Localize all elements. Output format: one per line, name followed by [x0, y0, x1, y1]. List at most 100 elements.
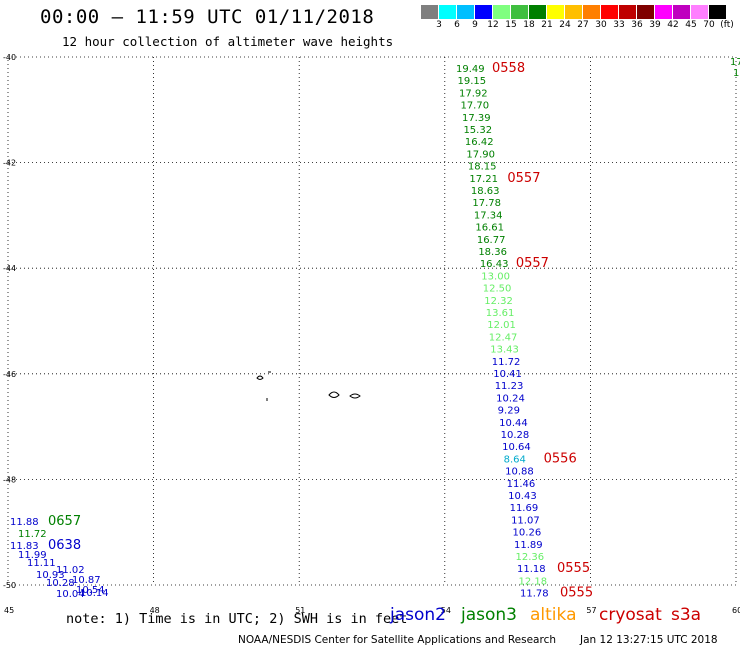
chart-title: 00:00 – 11:59 UTC 01/11/2018	[40, 6, 375, 28]
footer-credit: NOAA/NESDIS Center for Satellite Applica…	[238, 634, 556, 646]
track-value: 10.88	[505, 467, 534, 478]
track-value: 17.92	[459, 88, 488, 99]
scale-swatch	[511, 5, 529, 19]
track-value: 10.87	[72, 575, 101, 586]
track-value: 17.21	[469, 174, 498, 185]
coastline-islands	[256, 371, 361, 401]
scale-tick-label: 12	[487, 20, 499, 30]
track-value: 8.64	[504, 454, 526, 465]
track-value: 10.54	[76, 585, 105, 596]
pass-time-label: 0555	[560, 586, 593, 601]
scale-swatch	[619, 5, 637, 19]
track-east-values: 171	[730, 57, 740, 79]
scale-swatch	[655, 5, 673, 19]
scale-tick-label: 42	[667, 20, 679, 30]
legend-jason2: jason2	[390, 605, 446, 625]
scale-tick-label: 45	[685, 20, 697, 30]
scale-tick-label: 33	[613, 20, 625, 30]
scale-tick-label: 21	[541, 20, 553, 30]
latitude-label: -46	[3, 370, 16, 379]
track-value: 16.43	[480, 259, 509, 270]
track-value: 17.34	[474, 210, 503, 221]
pass-time-label: 0558	[492, 61, 525, 76]
track-value: 10.44	[499, 418, 528, 429]
track-value: 12.36	[516, 552, 545, 563]
scale-tick-label: 6	[454, 20, 460, 30]
track-value: 11.07	[511, 515, 540, 526]
track-value: 18.63	[471, 186, 500, 197]
track-value: 11.23	[495, 381, 524, 392]
scale-tick-label: 3	[436, 20, 442, 30]
track-value: 10.41	[493, 369, 522, 380]
track-value: 11.88	[10, 517, 39, 528]
scale-unit-label: (ft)	[720, 20, 734, 30]
scale-tick-label: 36	[631, 20, 643, 30]
track-value: 17.39	[462, 113, 491, 124]
scale-tick-label: 15	[505, 20, 517, 30]
track-value: 11.83	[10, 541, 39, 552]
pass-time-label: 0557	[516, 256, 549, 271]
scale-swatch	[547, 5, 565, 19]
track-value: 15.32	[463, 125, 492, 136]
track-value: 10.93	[36, 570, 65, 581]
scale-tick-label: 18	[523, 20, 535, 30]
footer-timestamp: Jan 12 13:27:15 UTC 2018	[580, 634, 718, 646]
track-value: 11.46	[507, 479, 536, 490]
longitude-label: 54	[441, 606, 451, 615]
scale-swatch	[439, 5, 457, 19]
color-scale-bar	[421, 5, 727, 19]
track-value: 12.01	[487, 320, 516, 331]
chart-subtitle: 12 hour collection of altimeter wave hei…	[62, 34, 394, 49]
track-value: 10.26	[513, 528, 542, 539]
scale-tick-label: 9	[472, 20, 478, 30]
scale-tick-label: 27	[577, 20, 589, 30]
track-value: 10.64	[502, 442, 531, 453]
latitude-label: -44	[3, 264, 16, 273]
track-value: 11.89	[514, 540, 543, 551]
track-value: 10.14	[80, 588, 109, 599]
track-value: 18.36	[478, 247, 507, 258]
scale-swatch	[565, 5, 583, 19]
footer-note: note: 1) Time is in UTC; 2) SWH is in fe…	[66, 611, 408, 627]
legend-cryosat: cryosat	[599, 605, 662, 625]
pass-time-label: 0557	[507, 171, 540, 186]
island-crozet-east-2	[349, 393, 361, 399]
latitude-label: -42	[3, 159, 16, 168]
scale-swatch	[475, 5, 493, 19]
track-value: 10.43	[508, 491, 537, 502]
pass-time-label: 0638	[48, 538, 81, 553]
track-value: 11.11	[27, 558, 56, 569]
latitude-label: -50	[3, 581, 16, 590]
latitude-label: -48	[3, 475, 16, 484]
track-value: 16.77	[477, 235, 506, 246]
track-value: 1	[733, 68, 739, 79]
scale-swatch	[493, 5, 511, 19]
track-value: 12.32	[484, 296, 513, 307]
longitude-label: 57	[586, 606, 596, 615]
track-value: 19.49	[456, 64, 485, 75]
track-value: 16.42	[465, 137, 494, 148]
track-value: 10.24	[496, 393, 525, 404]
track-southwest-values: 11.8811.7211.8311.9911.1110.9310.2810.04…	[10, 514, 109, 600]
scale-swatch	[529, 5, 547, 19]
pass-time-label: 0657	[48, 514, 81, 529]
track-value: 16.61	[475, 223, 504, 234]
color-scale-labels: 3 6 9 12 15 18 21 24 27 30 33 36 39 42 45 70 (ft)	[421, 20, 740, 34]
longitude-label: 51	[295, 606, 305, 615]
scale-tick-label: 30	[595, 20, 607, 30]
track-value: 13.43	[490, 345, 519, 356]
track-value: 13.00	[481, 271, 510, 282]
scale-tick-label: 39	[649, 20, 661, 30]
track-value: 11.78	[520, 589, 549, 600]
longitude-label: 48	[150, 606, 160, 615]
track-value: 10.28	[501, 430, 530, 441]
track-value: 10.04	[56, 589, 85, 600]
scale-tick-label: 70	[703, 20, 715, 30]
track-value: 17	[730, 57, 740, 68]
scale-swatch	[709, 5, 727, 19]
track-value: 12.47	[489, 332, 518, 343]
track-value: 9.29	[498, 406, 520, 417]
island-crozet-east	[328, 391, 340, 398]
scale-swatch	[601, 5, 619, 19]
scale-swatch	[691, 5, 709, 19]
